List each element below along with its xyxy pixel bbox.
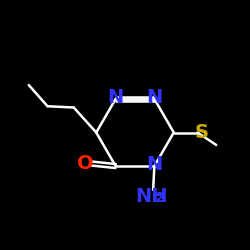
Text: 2: 2 bbox=[155, 191, 165, 205]
Text: N: N bbox=[146, 88, 162, 107]
Text: S: S bbox=[194, 122, 208, 142]
Text: NH: NH bbox=[136, 187, 168, 206]
Text: N: N bbox=[108, 88, 124, 107]
Text: O: O bbox=[76, 154, 93, 173]
Text: N: N bbox=[147, 155, 163, 174]
